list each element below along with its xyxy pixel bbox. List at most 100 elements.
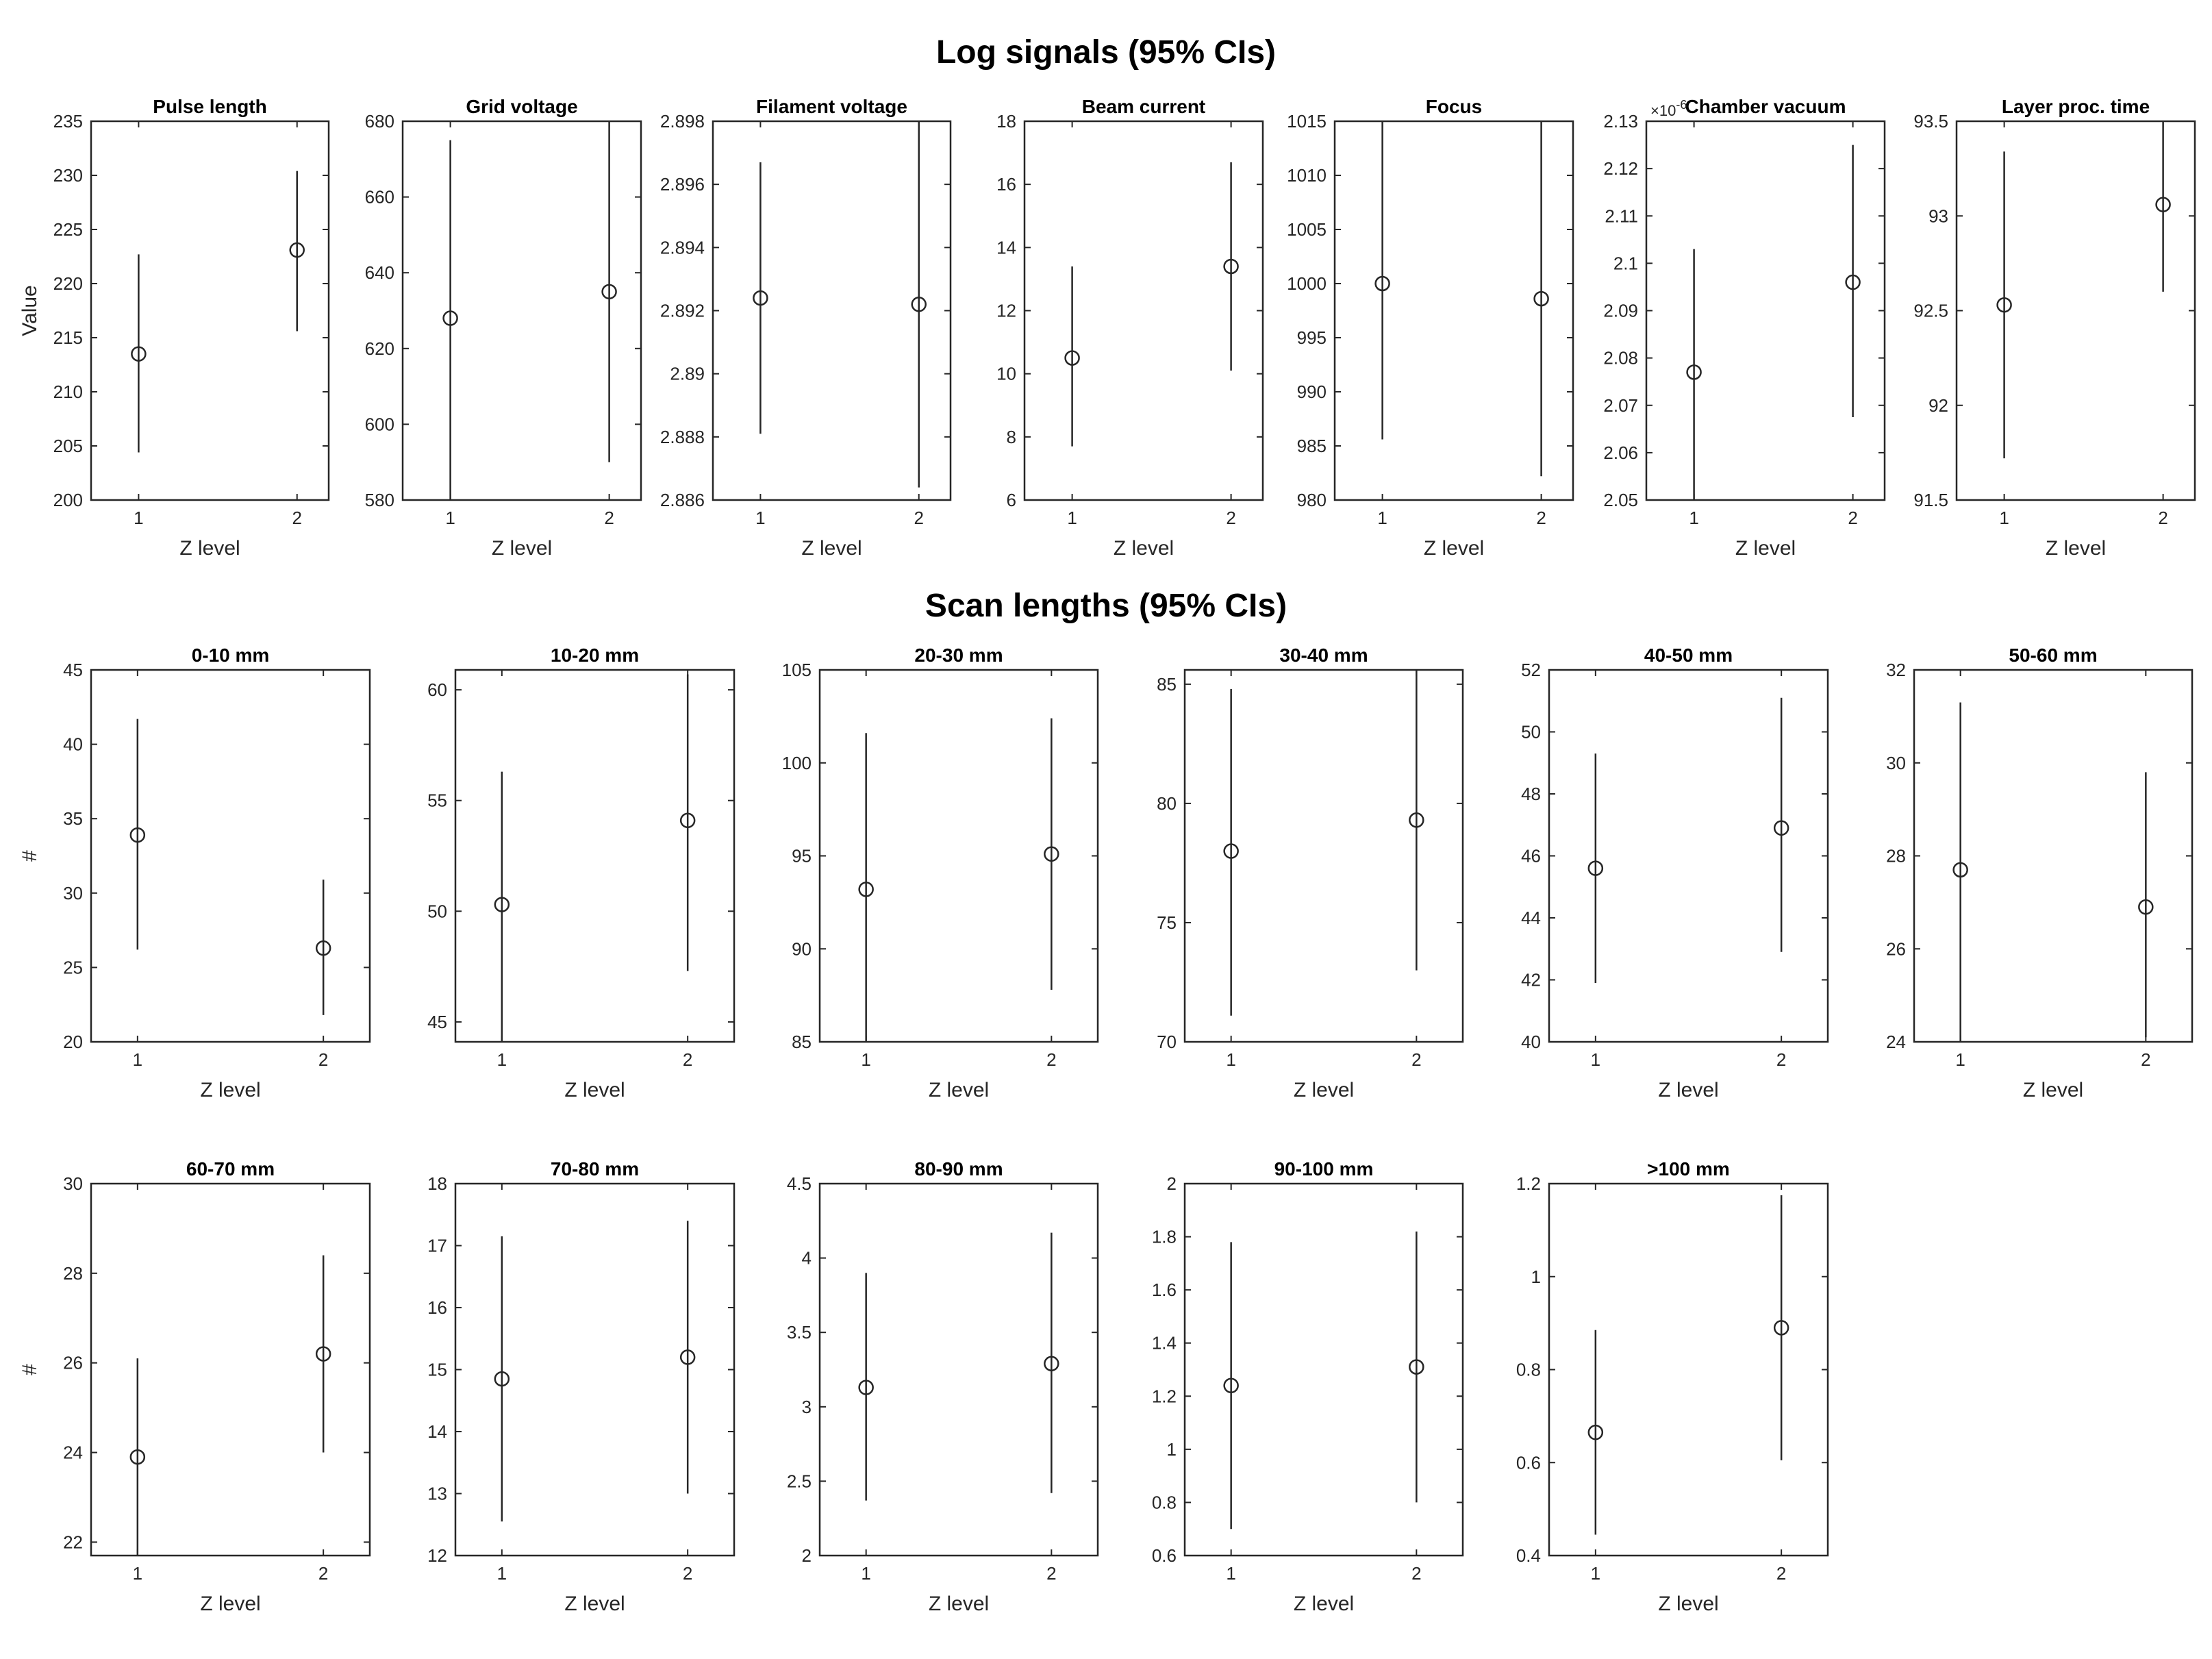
y-tick-label: 200 [53, 490, 83, 510]
panel-title: Grid voltage [466, 96, 577, 117]
y-tick-label: 90 [792, 938, 812, 959]
y-tick-label: 24 [1886, 1032, 1906, 1052]
y-tick-label: 580 [365, 490, 394, 510]
mean-marker [1686, 364, 1702, 380]
plot-area [1645, 120, 1886, 501]
panel-title: >100 mm [1647, 1158, 1730, 1180]
y-tick-label: 30 [1886, 753, 1906, 773]
y-tick-label: 3.5 [787, 1322, 812, 1343]
chart-panel: Pulse length 200 205 210 215 220 225 230 235 1 2 Z … [18, 96, 330, 560]
x-axis-label: Z level [1658, 1079, 1718, 1101]
x-tick-label: 1 [134, 508, 143, 528]
y-tick-label: 2 [1167, 1173, 1177, 1194]
x-tick-label: 1 [1955, 1049, 1965, 1070]
y-tick-label: 2.1 [1613, 253, 1638, 273]
x-axis-label: Z level [179, 537, 240, 560]
x-tick-label: 1 [1591, 1049, 1600, 1070]
y-tick-label: 2.898 [660, 111, 705, 132]
y-tick-label: 28 [63, 1263, 83, 1284]
y-tick-label: 2.08 [1603, 348, 1638, 369]
y-tick-label: 680 [365, 111, 394, 132]
x-axis-label: Z level [492, 537, 552, 560]
y-tick-label: 40 [1521, 1032, 1541, 1052]
x-tick-label: 2 [318, 1049, 328, 1070]
y-tick-label: 2.07 [1603, 395, 1638, 416]
mean-marker [1044, 846, 1059, 862]
y-tick-label: 2.13 [1603, 111, 1638, 132]
mean-marker [679, 812, 696, 829]
y-tick-label: 220 [53, 273, 83, 294]
mean-marker [1044, 1356, 1059, 1372]
mean-marker [753, 290, 768, 306]
chart-panel: Chamber vacuum 2.05 2.06 2.07 2.08 2.09 2.1 2.1… [1603, 96, 1886, 560]
plot-area [1955, 120, 2196, 501]
y-tick-label: 2.886 [660, 490, 705, 510]
mean-marker [858, 1380, 874, 1395]
y-tick-label: 26 [63, 1353, 83, 1373]
y-tick-label: 2.09 [1603, 301, 1638, 321]
mean-marker [131, 346, 147, 362]
chart-panel: 90-100 mm 0.6 0.8 1 1.2 1.4 1.6 1.8 2 1 2 Z level [1152, 1158, 1464, 1615]
y-tick-label: 990 [1297, 382, 1327, 402]
y-tick-label: 16 [427, 1297, 447, 1318]
panel-title: 10-20 mm [551, 645, 639, 666]
y-tick-label: 1000 [1287, 273, 1327, 294]
y-tick-label: 215 [53, 327, 83, 348]
y-tick-label: 1.4 [1152, 1333, 1177, 1354]
y-tick-label: 35 [63, 808, 83, 829]
y-tick-label: 620 [365, 338, 394, 359]
y-tick-label: 4.5 [787, 1173, 812, 1194]
panel-title: 0-10 mm [192, 645, 270, 666]
y-axis-label: Value [18, 285, 41, 336]
mean-marker [494, 1371, 510, 1387]
y-tick-label: 93 [1928, 205, 1948, 226]
y-tick-label: 0.4 [1516, 1545, 1541, 1566]
x-tick-label: 1 [1226, 1563, 1235, 1584]
y-tick-label: 2.06 [1603, 442, 1638, 463]
panel-title: Pulse length [153, 96, 266, 117]
mean-marker [1409, 812, 1424, 828]
mean-marker [1223, 1377, 1239, 1394]
section-title-scan: Scan lengths (95% CIs) [925, 588, 1287, 624]
y-tick-label: 44 [1521, 908, 1541, 928]
x-axis-label: Z level [929, 1593, 989, 1615]
y-tick-label: 55 [427, 790, 447, 811]
mean-marker [1374, 275, 1390, 292]
chart-panel: 60-70 mm 22 24 26 28 30 1 2 Z level # [18, 1158, 371, 1615]
x-tick-label: 1 [1689, 508, 1698, 528]
y-tick-label: 1 [1167, 1439, 1177, 1460]
mean-marker [2155, 197, 2171, 212]
panel-title: 90-100 mm [1274, 1158, 1374, 1180]
x-tick-label: 1 [755, 508, 765, 528]
chart-panel: 0-10 mm 20 25 30 35 40 45 1 2 Z level # [18, 645, 371, 1101]
x-tick-label: 2 [1536, 508, 1546, 528]
y-tick-label: 1.6 [1152, 1280, 1177, 1300]
y-tick-label: 1010 [1287, 165, 1327, 186]
chart-panel: 10-20 mm 45 50 55 60 1 2 Z level [427, 645, 736, 1101]
x-axis-label: Z level [1735, 537, 1796, 560]
y-tick-label: 28 [1886, 846, 1906, 866]
y-tick-label: 2.05 [1603, 490, 1638, 510]
y-tick-label: 14 [996, 237, 1016, 258]
x-tick-label: 1 [1591, 1563, 1600, 1584]
panel-title: 30-40 mm [1279, 645, 1368, 666]
y-tick-label: 25 [63, 957, 83, 977]
panel-title: 50-60 mm [2009, 645, 2097, 666]
y-tick-label: 980 [1297, 490, 1327, 510]
panel-title: 70-80 mm [551, 1158, 639, 1180]
mean-marker [2138, 899, 2154, 915]
y-tick-label: 1.2 [1152, 1386, 1177, 1406]
x-axis-label: Z level [1114, 537, 1174, 560]
mean-marker [129, 827, 146, 843]
y-tick-label: 14 [427, 1421, 447, 1442]
y-tick-label: 225 [53, 219, 83, 240]
y-tick-label: 40 [63, 734, 83, 755]
y-tick-label: 8 [1007, 427, 1016, 447]
y-exponent: ×10-6 [1650, 98, 1687, 119]
y-tick-label: 45 [427, 1012, 447, 1032]
y-tick-label: 985 [1297, 436, 1327, 456]
x-tick-label: 1 [861, 1563, 870, 1584]
